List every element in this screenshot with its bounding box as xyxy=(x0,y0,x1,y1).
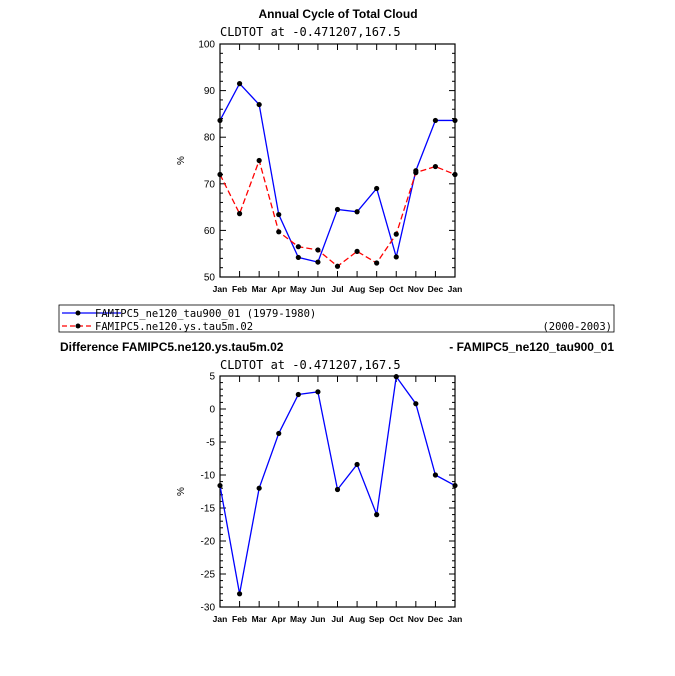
series-2-point xyxy=(334,263,341,269)
series-line-1 xyxy=(219,374,456,594)
x-tick-label: Aug xyxy=(349,614,366,624)
x-tick-label: Jul xyxy=(331,614,343,624)
series-1-point xyxy=(236,591,243,597)
series-2-point xyxy=(393,231,399,237)
x-tick-label: Apr xyxy=(271,614,286,624)
x-tick-label: Jun xyxy=(310,614,325,624)
series-1-point xyxy=(217,117,223,124)
series-1-point xyxy=(315,389,321,395)
y-axis-label: % xyxy=(176,156,187,165)
x-tick-label: Dec xyxy=(428,284,444,294)
x-tick-label: May xyxy=(290,284,307,294)
series-1-point xyxy=(276,211,282,218)
series-1-point xyxy=(295,254,301,261)
x-tick-label: Nov xyxy=(408,284,424,294)
y-tick-label: -15 xyxy=(201,504,216,515)
x-tick-label: Feb xyxy=(232,284,247,294)
series-1-point xyxy=(334,486,341,493)
y-tick-label: -25 xyxy=(201,570,216,581)
series-2-point xyxy=(276,229,282,235)
x-tick-label: Aug xyxy=(349,284,366,294)
series-1-point xyxy=(236,81,243,87)
y-tick-label: -5 xyxy=(206,438,215,449)
series-2-point xyxy=(354,248,360,254)
y-tick-label: 50 xyxy=(204,273,216,284)
x-tick-label: Jan xyxy=(213,614,228,624)
y-tick-label: 90 xyxy=(204,86,216,97)
y-tick-label: 100 xyxy=(198,40,215,51)
series-2-point xyxy=(217,171,223,178)
bottom-chart-title-right: - FAMIPC5_ne120_tau900_01 xyxy=(449,340,614,354)
series-1-point xyxy=(413,401,419,407)
series-2-point xyxy=(256,157,262,164)
series-2-point xyxy=(432,163,439,170)
bottom-chart: -30 -25 -20 -15 -10 -5 0 5 Jan Feb Mar Apr May Jun Jul… xyxy=(176,372,462,625)
legend-box xyxy=(58,304,615,333)
x-tick-label: Jan xyxy=(448,284,463,294)
series-2-point xyxy=(315,247,321,253)
x-tick-label: Oct xyxy=(389,614,403,624)
top-chart: 50 60 70 80 90 100 Jan Feb Mar Apr May Jun Jul Aug Sep… xyxy=(176,40,462,295)
top-chart-subtitle: CLDTOT at -0.471207,167.5 xyxy=(220,25,401,39)
series-1-point xyxy=(374,185,380,192)
series-line-2 xyxy=(219,158,456,268)
y-tick-label: -20 xyxy=(201,537,216,548)
series-2-point xyxy=(236,211,243,217)
series-1-point xyxy=(256,101,262,108)
x-tick-label: Jul xyxy=(331,284,343,294)
series-line-1 xyxy=(219,82,455,263)
x-tick-label: Mar xyxy=(252,284,268,294)
y-tick-label: 0 xyxy=(209,405,215,416)
x-tick-label: Dec xyxy=(428,614,444,624)
series-1-point xyxy=(374,511,380,518)
x-tick-label: Jan xyxy=(448,614,463,624)
series-1-point xyxy=(217,482,223,489)
x-tick-label: Feb xyxy=(232,614,247,624)
x-tick-label: Sep xyxy=(369,614,385,624)
legend-marker-series1 xyxy=(75,310,81,316)
series-1-point xyxy=(393,254,399,260)
legend-label-series2: FAMIPC5.ne120.ys.tau5m.02 xyxy=(95,321,253,333)
bottom-chart-subtitle: CLDTOT at -0.471207,167.5 xyxy=(220,358,401,372)
y-tick-label: -10 xyxy=(201,471,216,482)
series-1-point xyxy=(354,461,360,468)
series-2-point xyxy=(452,171,458,178)
series-1-point xyxy=(452,482,458,489)
legend-marker-series2 xyxy=(75,323,81,329)
x-tick-label: Mar xyxy=(252,614,268,624)
y-tick-label: 70 xyxy=(204,179,216,190)
series-1-point xyxy=(452,117,458,124)
x-tick-label: Jun xyxy=(310,284,325,294)
x-tick-label: Apr xyxy=(271,284,286,294)
series-2-point xyxy=(413,170,419,176)
legend-label-series1: FAMIPC5_ne120_tau900_01 (1979-1980) xyxy=(95,308,316,320)
x-tick-label: Oct xyxy=(389,284,403,294)
series-1-point xyxy=(295,391,301,398)
series-1-point xyxy=(432,472,439,478)
legend-period-series2: (2000-2003) xyxy=(542,321,612,333)
y-tick-label: 5 xyxy=(209,372,215,383)
series-1-point xyxy=(256,485,262,491)
y-axis-label: % xyxy=(176,487,187,496)
x-tick-label: Nov xyxy=(408,614,424,624)
series-1-point xyxy=(354,209,360,215)
x-tick-label: May xyxy=(290,614,307,624)
series-2-point xyxy=(374,260,380,266)
x-tick-label: Sep xyxy=(369,284,385,294)
x-tick-label: Jan xyxy=(213,284,228,294)
series-1-point xyxy=(393,374,399,380)
series-1-point xyxy=(432,117,439,124)
series-2-point xyxy=(295,244,301,250)
legend: FAMIPC5_ne120_tau900_01 (1979-1980) FAMI… xyxy=(58,304,615,333)
y-tick-label: 80 xyxy=(204,133,216,144)
series-1-point xyxy=(315,259,321,265)
bottom-chart-title-left: Difference FAMIPC5.ne120.ys.tau5m.02 xyxy=(60,340,284,354)
top-chart-title: Annual Cycle of Total Cloud xyxy=(258,7,417,21)
y-tick-label: -30 xyxy=(201,603,216,614)
series-1-point xyxy=(276,430,282,437)
y-tick-label: 60 xyxy=(204,226,216,237)
series-1-point xyxy=(334,206,341,213)
